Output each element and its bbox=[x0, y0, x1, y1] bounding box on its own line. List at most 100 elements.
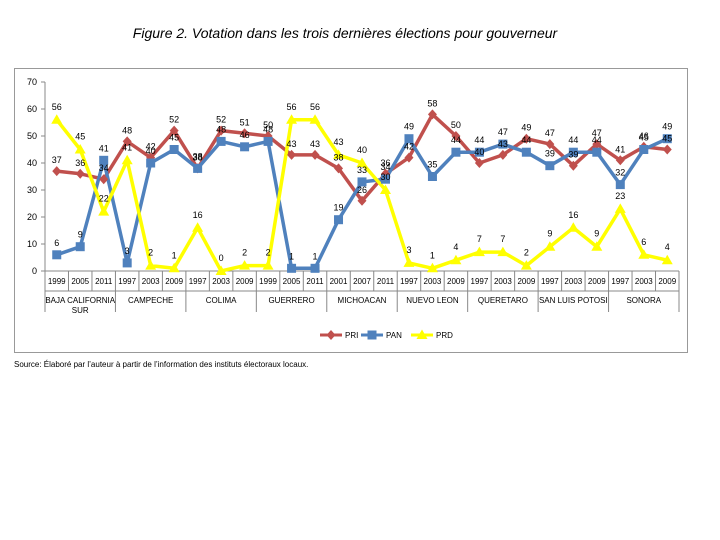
data-label-prd: 56 bbox=[52, 102, 62, 112]
data-point-pan bbox=[592, 147, 602, 157]
data-label-prd: 2 bbox=[242, 248, 247, 258]
legend-marker-pan bbox=[367, 330, 377, 340]
x-tick-label: 1997 bbox=[189, 277, 207, 286]
data-label-pan: 3 bbox=[125, 246, 130, 256]
data-label-pri: 37 bbox=[52, 155, 62, 165]
data-label-pri: 38 bbox=[334, 152, 344, 162]
group-label: COLIMA bbox=[206, 296, 237, 305]
data-point-prd bbox=[638, 249, 650, 259]
data-point-pan bbox=[474, 147, 484, 157]
data-label-prd: 0 bbox=[219, 253, 224, 263]
data-point-pan bbox=[615, 180, 625, 190]
data-label-prd: 2 bbox=[148, 248, 153, 258]
x-tick-label: 2003 bbox=[212, 277, 230, 286]
data-point-pri bbox=[521, 133, 531, 144]
data-label-pan: 6 bbox=[54, 238, 59, 248]
x-tick-label: 1997 bbox=[541, 277, 559, 286]
data-point-pan bbox=[568, 147, 578, 157]
data-point-prd bbox=[473, 246, 485, 257]
data-point-pri bbox=[357, 195, 367, 206]
x-tick-label: 2009 bbox=[447, 277, 465, 286]
data-label-pan: 40 bbox=[146, 146, 156, 156]
data-point-prd bbox=[591, 241, 603, 251]
data-point-pri bbox=[310, 149, 320, 160]
data-label-prd: 43 bbox=[334, 137, 344, 147]
data-label-prd: 23 bbox=[615, 191, 625, 201]
data-label-pri: 51 bbox=[240, 117, 250, 127]
data-point-pan bbox=[639, 145, 649, 154]
x-tick-label: 2005 bbox=[71, 277, 89, 286]
data-point-pan bbox=[451, 147, 461, 157]
data-label-prd: 2 bbox=[266, 248, 271, 258]
data-point-prd bbox=[614, 203, 626, 213]
data-label-pri: 45 bbox=[662, 134, 672, 144]
data-point-prd bbox=[544, 241, 556, 251]
x-tick-label: 2009 bbox=[236, 277, 254, 286]
data-label-prd: 16 bbox=[193, 210, 203, 220]
data-point-pan bbox=[404, 134, 414, 144]
group-label: SAN LUIS POTOSI bbox=[539, 296, 608, 305]
y-tick-label: 50 bbox=[27, 131, 37, 141]
data-point-pri bbox=[240, 128, 250, 139]
x-tick-label: 2011 bbox=[306, 277, 324, 286]
data-label-prd: 2 bbox=[524, 248, 529, 258]
x-tick-label: 1997 bbox=[471, 277, 489, 286]
data-point-prd bbox=[262, 260, 274, 270]
data-point-pan bbox=[287, 263, 297, 273]
data-label-pri: 50 bbox=[451, 120, 461, 130]
data-label-pri: 41 bbox=[615, 144, 625, 154]
data-label-pri: 26 bbox=[357, 185, 367, 195]
data-label-pan: 38 bbox=[193, 151, 203, 161]
data-label-pan: 44 bbox=[451, 135, 461, 145]
x-tick-label: 2003 bbox=[635, 277, 653, 286]
x-tick-label: 2003 bbox=[424, 277, 442, 286]
chart-frame: 0 10 20 30 40 50 60 70 1999 2005 2011 1997 2003 2009 1… bbox=[14, 68, 688, 353]
y-tick-label: 40 bbox=[27, 158, 37, 168]
data-label-pri: 58 bbox=[427, 98, 437, 108]
x-tick-label: 1997 bbox=[611, 277, 629, 286]
data-label-pan: 45 bbox=[169, 133, 179, 143]
data-point-pan bbox=[75, 242, 85, 252]
x-tick-label: 1999 bbox=[48, 277, 66, 286]
x-tick-label: 2007 bbox=[353, 277, 371, 286]
group-label: QUERETARO bbox=[478, 296, 528, 305]
data-point-pan bbox=[357, 177, 367, 187]
data-label-pan: 44 bbox=[592, 135, 602, 145]
data-point-pan bbox=[498, 139, 508, 149]
data-label-prd: 7 bbox=[500, 234, 505, 244]
data-point-pri bbox=[169, 125, 179, 136]
data-label-pan: 1 bbox=[289, 251, 294, 261]
data-label-prd: 30 bbox=[380, 172, 390, 182]
x-tick-label: 1997 bbox=[400, 277, 418, 286]
data-point-pan bbox=[380, 174, 390, 184]
data-point-pan bbox=[99, 155, 109, 165]
data-point-prd bbox=[98, 206, 110, 216]
group-label: CAMPECHE bbox=[128, 296, 173, 305]
group-label: BAJA CALIFORNIA bbox=[45, 296, 115, 305]
data-point-prd bbox=[333, 149, 345, 159]
data-label-prd: 4 bbox=[453, 242, 458, 252]
data-label-prd: 3 bbox=[406, 245, 411, 255]
data-point-prd bbox=[74, 144, 86, 154]
data-point-prd bbox=[286, 114, 298, 124]
data-point-prd bbox=[309, 114, 321, 124]
group-label: MICHOACAN bbox=[338, 296, 387, 305]
data-label-pri: 46 bbox=[639, 131, 649, 141]
data-label-prd: 45 bbox=[75, 132, 85, 142]
data-label-prd: 22 bbox=[99, 194, 109, 204]
x-tick-label: 2003 bbox=[494, 277, 512, 286]
data-point-prd bbox=[215, 265, 227, 275]
data-point-prd bbox=[661, 254, 673, 265]
data-label-pri: 47 bbox=[592, 128, 602, 138]
data-label-pri: 43 bbox=[287, 139, 297, 149]
data-label-pan: 41 bbox=[99, 143, 109, 153]
data-label-pan: 48 bbox=[263, 124, 273, 134]
data-label-pan: 47 bbox=[498, 127, 508, 137]
data-point-pan bbox=[310, 263, 320, 273]
data-label-pan: 9 bbox=[78, 230, 83, 240]
data-label-pan: 49 bbox=[662, 122, 672, 132]
data-point-prd bbox=[567, 222, 579, 232]
data-label-prd: 6 bbox=[641, 237, 646, 247]
y-tick-label: 0 bbox=[32, 266, 37, 276]
data-label-prd: 56 bbox=[287, 102, 297, 112]
